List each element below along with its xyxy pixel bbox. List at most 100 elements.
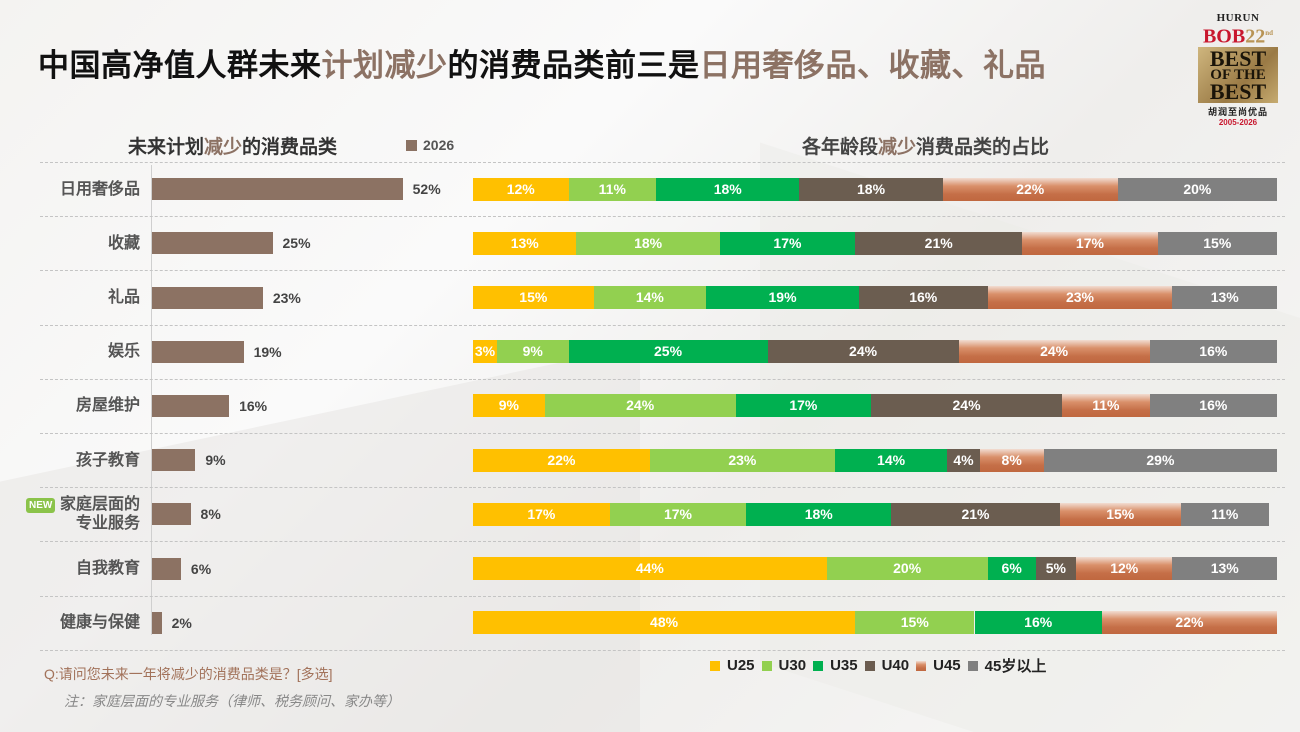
- segment-label: 17%: [527, 505, 556, 522]
- segment-label: 11%: [1092, 397, 1120, 414]
- stacked-segment-U30: 23%: [649, 448, 835, 472]
- segment-label: 48%: [650, 614, 679, 631]
- segment-label: 15%: [1203, 234, 1232, 251]
- grid-line-left: [40, 650, 472, 651]
- grid-line-left: [40, 433, 472, 434]
- segment-label: 6%: [1001, 560, 1022, 576]
- category-label-line: 健康与保健: [59, 614, 140, 632]
- left-bar-value: 19%: [253, 343, 282, 360]
- segment-label: 16%: [1199, 397, 1228, 414]
- stacked-segment-U40: 24%: [767, 340, 959, 364]
- stacked-segment-U25: 17%: [473, 502, 610, 526]
- category-label: 孩子教育: [0, 451, 140, 470]
- category-label: 房屋维护: [0, 396, 140, 415]
- segment-label: 24%: [1040, 343, 1069, 360]
- category-label: 礼品: [0, 288, 140, 307]
- segment-label: 3%: [474, 343, 496, 360]
- legend-label: U30: [778, 657, 807, 674]
- survey-question: Q:请问您未来一年将减少的消费品类是？[多选]: [44, 666, 333, 682]
- right-title-part: 消费品类的占比: [916, 137, 1050, 158]
- logo-best: BEST: [1209, 45, 1267, 71]
- segment-label: 24%: [952, 397, 981, 414]
- category-label: 健康与保健: [0, 613, 140, 632]
- left-bar: [152, 232, 273, 255]
- segment-label: 22%: [1175, 614, 1204, 631]
- segment-label: 13%: [510, 234, 539, 251]
- right-chart-legend: U25 U30 U35 U40 U45 45岁以上: [710, 655, 1053, 676]
- segment-label: 14%: [877, 451, 906, 468]
- left-bar: [152, 178, 403, 201]
- stacked-segment-U30: 17%: [609, 502, 747, 526]
- grid-line-right: [473, 325, 1285, 326]
- left-bar-value: 2%: [171, 614, 192, 631]
- stacked-segment-U25: 3%: [473, 340, 497, 364]
- segment-label: 14%: [635, 289, 664, 305]
- legend-swatch-2026: [406, 139, 417, 151]
- stacked-segment-U35: 25%: [568, 340, 768, 364]
- title-part: 中国高净值人群未来: [38, 48, 322, 83]
- legend-swatch: [761, 660, 772, 671]
- left-chart-legend: 2026: [406, 137, 454, 153]
- left-bar: [152, 611, 162, 634]
- stacked-segment-U30: 18%: [576, 231, 720, 255]
- legend-label: U40: [881, 657, 910, 674]
- stacked-segment-45岁以上: 20%: [1117, 177, 1277, 201]
- stacked-segment-U45: 24%: [958, 340, 1150, 364]
- legend-item: U45: [916, 657, 961, 674]
- segment-label: 12%: [506, 180, 535, 197]
- category-label: 娱乐: [0, 342, 140, 361]
- left-bar-value: 25%: [282, 235, 311, 252]
- stacked-segment-U35: 19%: [706, 286, 859, 309]
- stacked-segment-U45: 17%: [1022, 231, 1158, 255]
- category-label-line: 娱乐: [107, 343, 140, 361]
- stacked-segment-U35: 6%: [987, 557, 1036, 580]
- category-label-line: 专业服务: [75, 515, 140, 533]
- segment-label: 20%: [1183, 180, 1212, 197]
- stacked-segment-U45: 11%: [1062, 394, 1150, 418]
- segment-label: 24%: [626, 397, 655, 414]
- category-label: 日用奢侈品: [0, 180, 140, 199]
- hurun-bob-logo: HURUN BOB22nd BEST OF THE BEST 胡润至尚优品 20…: [1196, 12, 1280, 127]
- legend-label: U45: [933, 657, 961, 674]
- segment-label: 21%: [924, 234, 953, 251]
- footnote: 注：家庭层面的专业服务（律师、税务顾问、家办等）: [64, 693, 400, 709]
- segment-label: 17%: [663, 505, 693, 522]
- legend-swatch: [864, 660, 875, 671]
- left-bar-value: 8%: [200, 506, 221, 523]
- grid-line-right: [473, 216, 1285, 217]
- left-title-part: 未来计划: [128, 137, 205, 158]
- stacked-segment-U45: 8%: [979, 448, 1044, 472]
- segment-label: 19%: [768, 289, 797, 305]
- legend-item: U40: [864, 657, 910, 674]
- stacked-segment-U35: 17%: [719, 231, 856, 255]
- category-label-line: 自我教育: [75, 560, 140, 577]
- logo-cn: 胡润至尚优品: [1207, 106, 1268, 117]
- stacked-segment-U25: 13%: [473, 231, 577, 255]
- category-label-line: 日用奢侈品: [59, 180, 140, 198]
- left-bar-value: 6%: [190, 560, 212, 577]
- grid-line-left: [40, 379, 472, 380]
- segment-label: 29%: [1146, 451, 1175, 468]
- logo-edition: 22: [1245, 25, 1266, 48]
- stacked-segment-45岁以上: 13%: [1172, 286, 1277, 309]
- logo-of-the: OF THE: [1210, 66, 1266, 83]
- left-title-highlight: 减少: [204, 137, 243, 158]
- segment-label: 18%: [857, 180, 886, 197]
- grid-line-left: [40, 541, 472, 542]
- legend-label: U25: [727, 657, 755, 674]
- stacked-segment-U40: 18%: [799, 177, 943, 201]
- stacked-segment-U35: 14%: [834, 448, 948, 472]
- stacked-segment-U30: 20%: [826, 557, 988, 580]
- stacked-segment-45岁以上: 16%: [1149, 340, 1277, 364]
- segment-label: 22%: [1016, 180, 1045, 197]
- stacked-segment-U30: 9%: [496, 340, 569, 364]
- left-bar-value: 52%: [412, 181, 441, 198]
- logo-bob: BOB22nd: [1196, 24, 1280, 48]
- title-part: 的消费品类前三是: [447, 48, 700, 83]
- left-bar: [152, 449, 196, 472]
- logo-best: BEST: [1209, 78, 1267, 104]
- stacked-segment-U25: 15%: [473, 286, 594, 309]
- stacked-segment-U40: 16%: [858, 286, 988, 309]
- segment-label: 17%: [773, 234, 802, 251]
- segment-label: 18%: [804, 505, 833, 522]
